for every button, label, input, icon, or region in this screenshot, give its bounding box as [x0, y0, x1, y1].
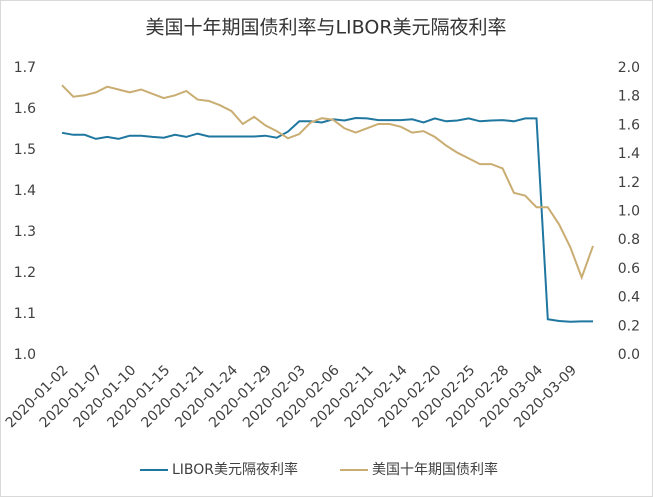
legend-label: 美国十年期国债利率	[372, 461, 498, 478]
y2-tick-label: 1.8	[618, 89, 640, 105]
y-tick-label: 1.2	[14, 265, 36, 281]
y2-tick-label: 0.0	[618, 347, 640, 363]
y2-tick-label: 2.0	[618, 60, 640, 76]
y2-tick-label: 0.4	[618, 290, 640, 306]
y2-tick-label: 0.6	[618, 261, 640, 277]
y-tick-label: 1.1	[14, 306, 36, 322]
y2-tick-label: 0.2	[618, 318, 640, 334]
y2-tick-label: 0.8	[618, 232, 640, 248]
series-line	[61, 84, 594, 281]
y2-tick-label: 1.4	[618, 146, 640, 162]
y2-tick-label: 1.6	[618, 117, 640, 133]
y-tick-label: 1.4	[14, 183, 36, 199]
y-tick-label: 1.5	[14, 142, 36, 158]
y-tick-label: 1.0	[14, 347, 36, 363]
series-line	[61, 116, 593, 323]
legend-label: LIBOR美元隔夜利率	[172, 461, 298, 478]
y-tick-label: 1.3	[14, 224, 36, 240]
chart-title: 美国十年期国债利率与LIBOR美元隔夜利率	[145, 17, 506, 39]
y-tick-label: 1.6	[14, 101, 36, 117]
y-tick-label: 1.7	[14, 60, 36, 76]
y2-tick-label: 1.2	[618, 175, 640, 191]
y2-tick-label: 1.0	[618, 204, 640, 220]
